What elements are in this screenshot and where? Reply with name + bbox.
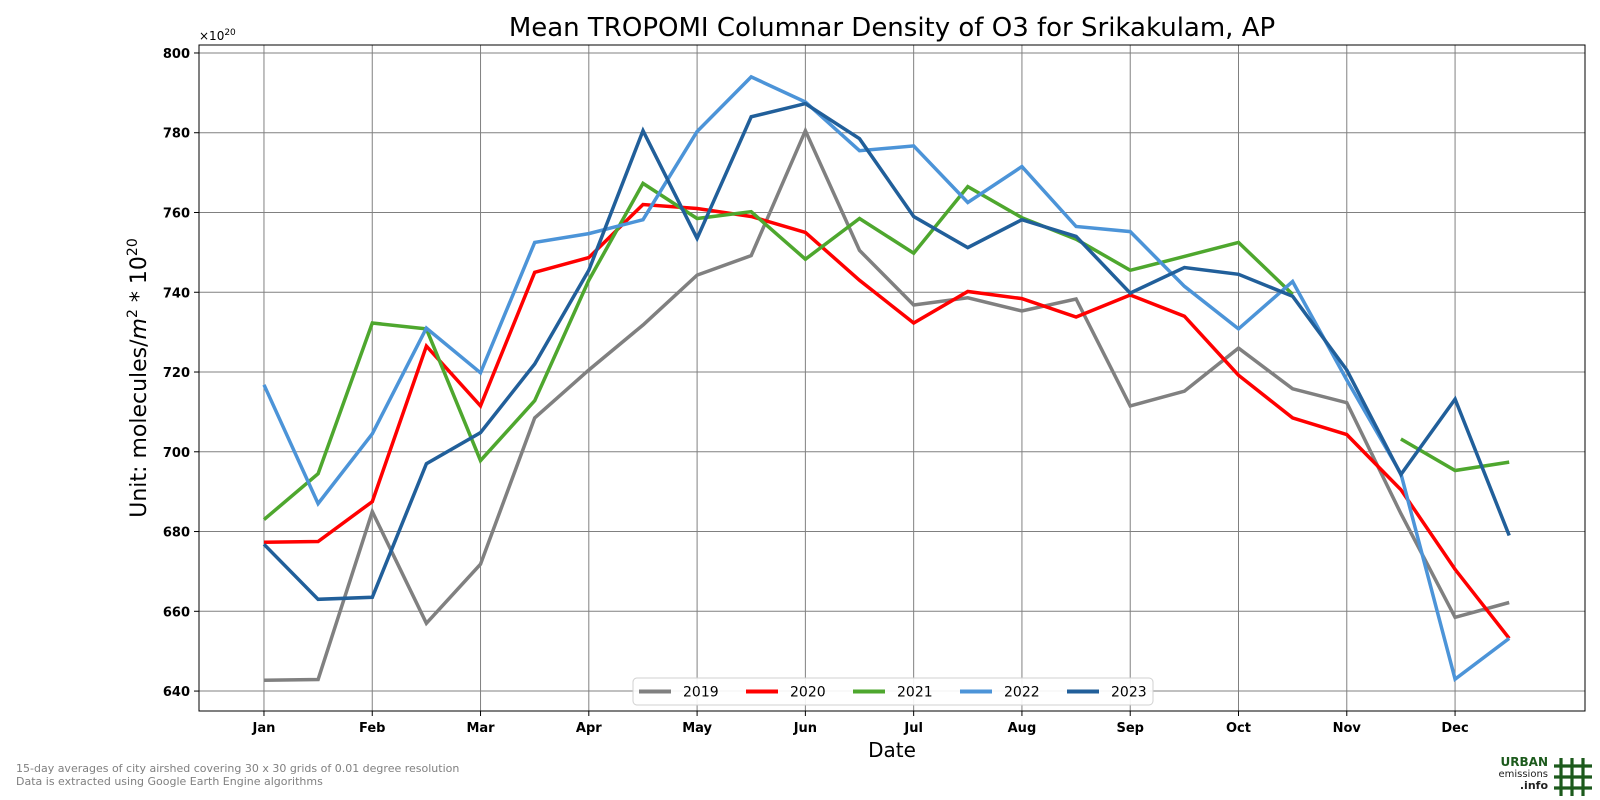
x-axis-label: Date: [868, 738, 916, 762]
series-line-2022: [262, 74, 1511, 683]
footnote-line-2: Data is extracted using Google Earth Eng…: [16, 775, 323, 788]
series-line-2020: [263, 202, 1511, 640]
x-tick-label: Dec: [1441, 721, 1468, 736]
y-tick-label: 640: [163, 685, 190, 700]
x-tick-label: Sep: [1116, 721, 1144, 736]
footnote-line-1: 15-day averages of city airshed covering…: [16, 762, 460, 775]
legend: 2019 2020 2021 2022 2023: [632, 677, 1154, 706]
y-tick-label: 760: [163, 206, 190, 221]
logo-emissions-text: emissions: [1498, 769, 1548, 780]
series-line-2023: [262, 101, 1511, 602]
legend-label-2023: 2023: [1111, 685, 1147, 701]
grid-lines: [199, 45, 1585, 711]
x-tick-label: May: [682, 721, 712, 736]
x-tick-label: Jan: [252, 721, 276, 736]
series-line-2019: [263, 126, 1510, 683]
series-lines: [262, 74, 1511, 683]
urban-emissions-logo: URBAN emissions .info: [1492, 756, 1592, 796]
y-tick-label: 700: [163, 446, 190, 461]
y-tick-label: 800: [163, 47, 190, 62]
series-line-2021: [262, 180, 1510, 521]
legend-box: [632, 677, 1154, 706]
x-tick-label: Jun: [793, 721, 817, 736]
logo-urban-text: URBAN: [1500, 755, 1548, 769]
legend-label-2020: 2020: [790, 685, 826, 701]
y-tick-label: 660: [163, 605, 190, 620]
y-tick-label: 720: [163, 366, 190, 381]
legend-label-2021: 2021: [897, 685, 933, 701]
y-axis-offset-text: ×1020: [199, 28, 236, 43]
footnote: 15-day averages of city airshed covering…: [16, 762, 459, 788]
legend-label-2019: 2019: [683, 685, 719, 701]
y-axis-label: Unit: molecules/m2 * 1020: [125, 238, 152, 517]
y-tick-label: 680: [163, 526, 190, 541]
legend-label-2022: 2022: [1004, 685, 1040, 701]
y-tick-label: 780: [163, 127, 190, 142]
logo-info-text: .info: [1519, 779, 1548, 792]
x-tick-label: Jul: [903, 721, 923, 736]
x-tick-label: Aug: [1008, 721, 1037, 736]
plot-area: [198, 44, 1586, 712]
x-tick-label: Feb: [359, 721, 385, 736]
x-tick-label: Apr: [576, 721, 602, 736]
x-tick-label: Mar: [466, 721, 495, 736]
y-tick-label: 740: [163, 286, 190, 301]
chart-title: Mean TROPOMI Columnar Density of O3 for …: [509, 13, 1275, 43]
axis-ticks: 640 660 680 700 720 740 760 780 800 Jan Feb Mar Apr M…: [163, 47, 1469, 736]
x-tick-label: Oct: [1226, 721, 1251, 736]
x-tick-label: Nov: [1333, 721, 1362, 736]
grid-icon: [1554, 758, 1592, 796]
